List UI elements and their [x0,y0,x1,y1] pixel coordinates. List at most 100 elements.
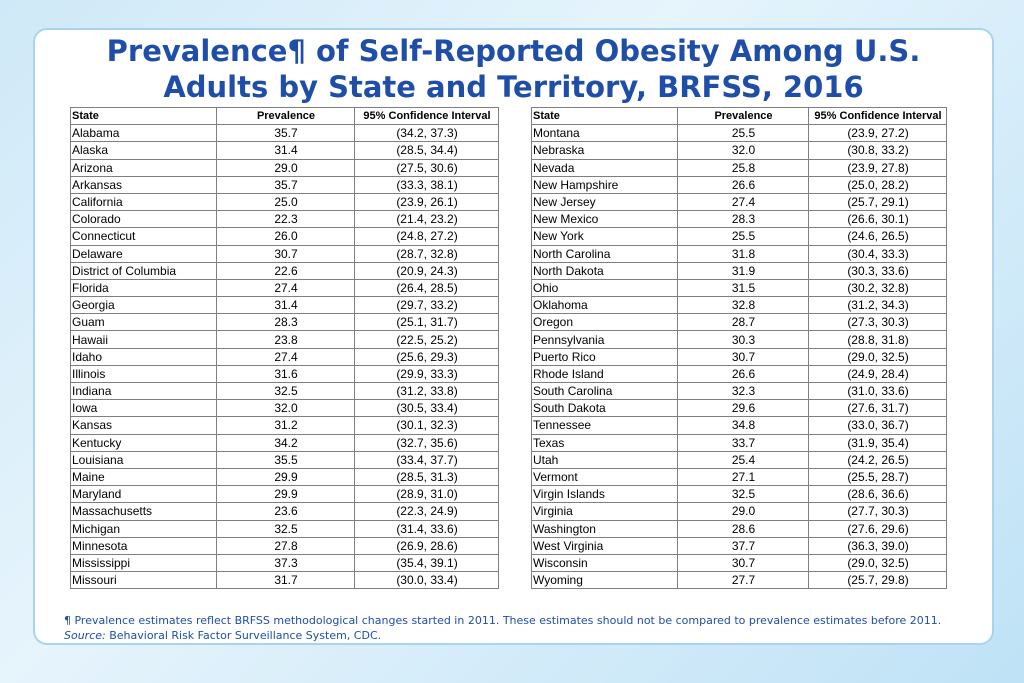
right-data-table: State Prevalence 95% Confidence Interval… [531,106,947,590]
prevalence-cell: 29.0 [677,502,809,521]
header-state: State [70,106,217,126]
table-row: Tennessee 34.8 (33.0, 36.7) [531,416,947,435]
prevalence-cell: 25.0 [216,192,355,212]
ci-cell: (25.5, 28.7) [808,467,947,487]
prevalence-cell: 25.5 [677,124,809,143]
ci-cell: (23.9, 27.8) [808,158,947,177]
table-row: Mississippi 37.3 (35.4, 39.1) [70,553,499,573]
state-cell: Michigan [70,519,217,538]
state-cell: Alaska [70,141,217,160]
footnote-methodology: ¶ Prevalence estimates reflect BRFSS met… [64,614,942,627]
prevalence-cell: 35.5 [216,450,355,469]
table-row: Nevada 25.8 (23.9, 27.8) [531,158,947,177]
state-cell: Nevada [531,158,678,177]
prevalence-cell: 37.7 [677,536,809,555]
state-cell: Texas [531,433,678,452]
state-cell: Minnesota [70,536,217,555]
state-cell: Arkansas [70,175,217,194]
table-row: Guam 28.3 (25.1, 31.7) [70,313,499,332]
table-row: New Jersey 27.4 (25.7, 29.1) [531,192,947,212]
state-cell: North Dakota [531,261,678,280]
state-cell: Georgia [70,296,217,315]
state-cell: Indiana [70,381,217,401]
footnote-source: Source: Behavioral Risk Factor Surveilla… [64,628,941,643]
prevalence-cell: 31.7 [216,571,355,590]
table-row: South Carolina 32.3 (31.0, 33.6) [531,381,947,401]
state-cell: New Mexico [531,210,678,229]
table-row: Oregon 28.7 (27.3, 30.3) [531,313,947,332]
table-row: Connecticut 26.0 (24.8, 27.2) [70,227,499,246]
prevalence-cell: 31.4 [216,141,355,160]
prevalence-cell: 31.5 [677,278,809,298]
ci-cell: (26.6, 30.1) [808,210,947,229]
prevalence-cell: 27.7 [677,571,809,590]
left-table-body: Alabama 35.7 (34.2, 37.3) Alaska 31.4 (28.5, … [70,124,499,590]
ci-cell: (35.4, 39.1) [354,553,499,573]
prevalence-cell: 34.2 [216,433,355,452]
header-ci: 95% Confidence Interval [808,106,947,126]
prevalence-cell: 27.4 [216,278,355,298]
table-row: Illinois 31.6 (29.9, 33.3) [70,364,499,384]
table-row: Florida 27.4 (26.4, 28.5) [70,278,499,298]
state-cell: Virgin Islands [531,485,678,504]
table-row: Kentucky 34.2 (32.7, 35.6) [70,433,499,452]
state-cell: Idaho [70,347,217,366]
table-row: Hawaii 23.8 (22.5, 25.2) [70,330,499,349]
table-row: Utah 25.4 (24.2, 26.5) [531,450,947,469]
table-row: District of Columbia 22.6 (20.9, 24.3) [70,261,499,280]
ci-cell: (25.7, 29.8) [808,571,947,590]
ci-cell: (28.5, 34.4) [354,141,499,160]
prevalence-cell: 26.0 [216,227,355,246]
ci-cell: (33.4, 37.7) [354,450,499,469]
prevalence-cell: 32.0 [216,399,355,418]
table-row: Rhode Island 26.6 (24.9, 28.4) [531,364,947,384]
ci-cell: (29.0, 32.5) [808,553,947,573]
content-panel: Prevalence¶ of Self-Reported Obesity Amo… [33,28,994,645]
ci-cell: (24.6, 26.5) [808,227,947,246]
state-cell: Iowa [70,399,217,418]
ci-cell: (32.7, 35.6) [354,433,499,452]
prevalence-cell: 32.5 [216,519,355,538]
table-row: Missouri 31.7 (30.0, 33.4) [70,571,499,590]
state-cell: California [70,192,217,212]
table-row: New Hampshire 26.6 (25.0, 28.2) [531,175,947,194]
left-data-table: State Prevalence 95% Confidence Interval… [70,106,499,590]
state-cell: Oregon [531,313,678,332]
ci-cell: (27.3, 30.3) [808,313,947,332]
prevalence-cell: 29.9 [216,467,355,487]
table-row: Oklahoma 32.8 (31.2, 34.3) [531,296,947,315]
table-row: Indiana 32.5 (31.2, 33.8) [70,381,499,401]
prevalence-cell: 23.6 [216,502,355,521]
prevalence-cell: 35.7 [216,175,355,194]
ci-cell: (22.3, 24.9) [354,502,499,521]
ci-cell: (27.6, 31.7) [808,399,947,418]
table-row: Nebraska 32.0 (30.8, 33.2) [531,141,947,160]
table-row: California 25.0 (23.9, 26.1) [70,192,499,212]
state-cell: West Virginia [531,536,678,555]
ci-cell: (36.3, 39.0) [808,536,947,555]
state-cell: Ohio [531,278,678,298]
table-row: Wyoming 27.7 (25.7, 29.8) [531,571,947,590]
table-row: Arizona 29.0 (27.5, 30.6) [70,158,499,177]
ci-cell: (20.9, 24.3) [354,261,499,280]
prevalence-cell: 27.8 [216,536,355,555]
prevalence-cell: 31.9 [677,261,809,280]
ci-cell: (30.5, 33.4) [354,399,499,418]
state-cell: Kansas [70,416,217,435]
ci-cell: (30.2, 32.8) [808,278,947,298]
ci-cell: (31.2, 34.3) [808,296,947,315]
source-text: Behavioral Risk Factor Surveillance Syst… [105,629,382,642]
state-cell: Wyoming [531,571,678,590]
prevalence-cell: 28.3 [216,313,355,332]
state-cell: Louisiana [70,450,217,469]
ci-cell: (29.7, 33.2) [354,296,499,315]
ci-cell: (29.0, 32.5) [808,347,947,366]
prevalence-cell: 25.5 [677,227,809,246]
table-row: Wisconsin 30.7 (29.0, 32.5) [531,553,947,573]
table-row: Idaho 27.4 (25.6, 29.3) [70,347,499,366]
state-cell: Rhode Island [531,364,678,384]
state-cell: Maine [70,467,217,487]
prevalence-cell: 31.2 [216,416,355,435]
prevalence-cell: 31.8 [677,244,809,263]
prevalence-cell: 37.3 [216,553,355,573]
